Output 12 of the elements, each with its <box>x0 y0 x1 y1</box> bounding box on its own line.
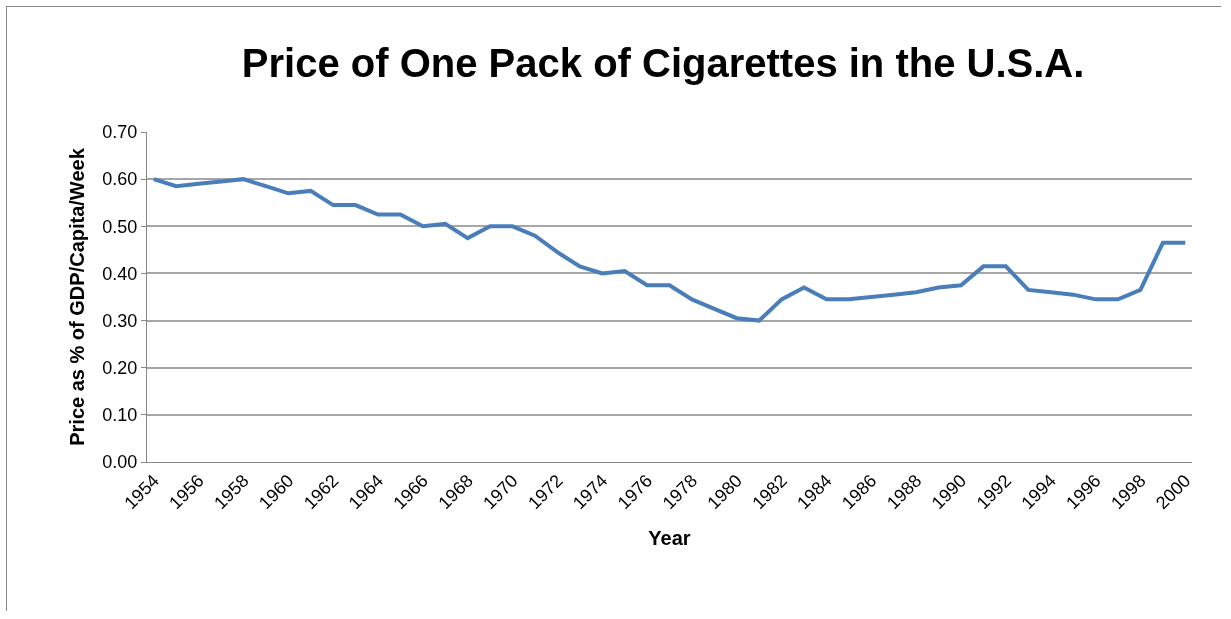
y-tick-label: 0.30 <box>102 310 138 331</box>
y-axis-title: Price as % of GDP/Capita/Week <box>65 147 88 446</box>
y-tick-label: 0.60 <box>102 169 138 190</box>
chart-title: Price of One Pack of Cigarettes in the U.S.A. <box>241 41 1085 86</box>
y-tick-label: 0.70 <box>102 122 138 143</box>
y-tick-label: 0.20 <box>102 358 138 379</box>
x-axis-title: Year <box>648 526 691 549</box>
y-tick-label: 0.00 <box>102 452 138 473</box>
y-tick-label: 0.10 <box>102 405 138 426</box>
line-series <box>151 177 1188 323</box>
y-tick-label: 0.40 <box>102 263 138 284</box>
y-tick-label: 0.50 <box>102 216 138 237</box>
